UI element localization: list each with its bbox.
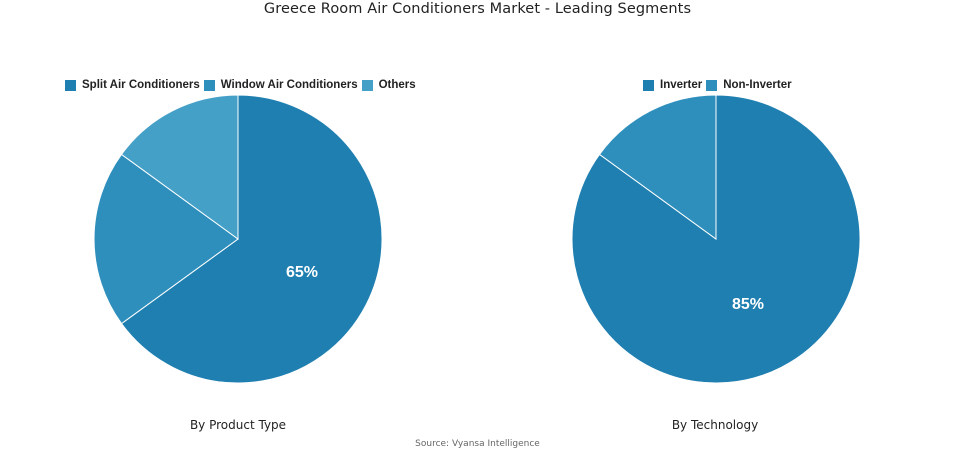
pie-label-inverter: 85% (732, 296, 764, 313)
legend-swatch-split (65, 79, 76, 91)
legend-swatch-inverter (643, 79, 654, 91)
pie-slice-non-inverter[interactable] (598, 95, 717, 240)
legend-item-non-inverter[interactable]: Non-Inverter (706, 79, 792, 91)
legend-label: Split Air Conditioners (82, 79, 200, 91)
legend-swatch-non-inverter (706, 79, 718, 91)
legend-item-others[interactable]: Others (361, 79, 416, 91)
legend-item-window[interactable]: Window Air Conditioners (203, 79, 358, 91)
source-note: Source: Vyansa Intelligence (415, 439, 540, 449)
legend-item-split[interactable]: Split Air Conditioners (65, 79, 200, 91)
product-type-legend: Split Air Conditioners Window Air Condit… (65, 79, 420, 91)
technology-pie: 85% (572, 95, 861, 384)
pie-slice-window[interactable] (94, 153, 239, 325)
product-type-subtitle: By Product Type (189, 418, 287, 432)
chart-title: Greece Room Air Conditioners Market - Le… (263, 1, 692, 17)
pie-label-split: 65% (286, 264, 318, 281)
legend-label: Inverter (660, 79, 703, 91)
technology-legend: Inverter Non-Inverter (643, 79, 796, 91)
technology-subtitle: By Technology (671, 418, 759, 432)
product-type-pie: 65% (94, 95, 383, 384)
legend-swatch-window (203, 79, 215, 91)
legend-swatch-others (361, 79, 373, 91)
pie-slice-split[interactable] (120, 95, 383, 384)
legend-label: Non-Inverter (723, 79, 792, 91)
legend-label: Window Air Conditioners (220, 79, 358, 91)
pie-slice-others[interactable] (120, 95, 239, 240)
legend-item-inverter[interactable]: Inverter (643, 79, 702, 91)
legend-label: Others (378, 79, 416, 91)
